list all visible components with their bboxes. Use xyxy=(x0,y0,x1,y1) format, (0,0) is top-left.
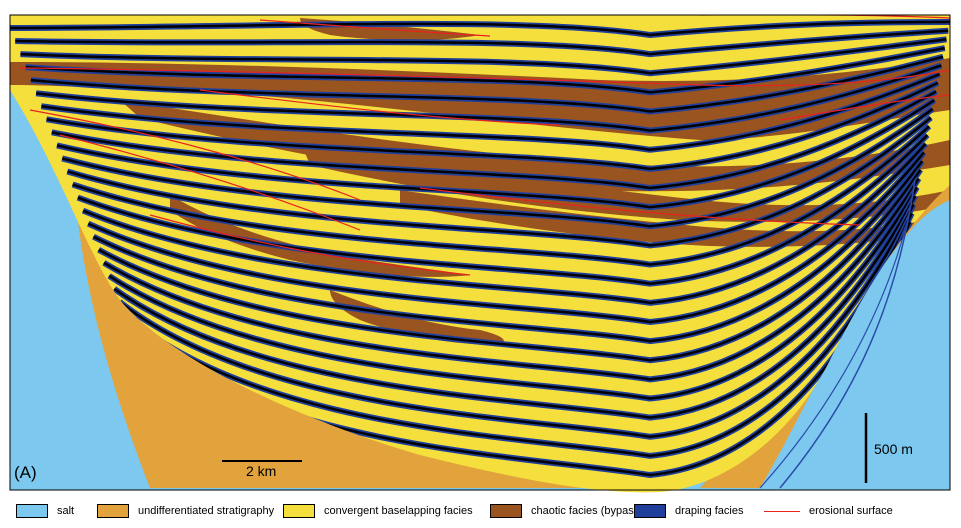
horizon-boundary-line xyxy=(46,81,939,171)
legend-swatch-convergent xyxy=(283,504,315,518)
legend-item-convergent: convergent baselapping facies xyxy=(283,502,473,520)
horizon-boundary-line xyxy=(35,64,942,132)
chaotic-facies-band xyxy=(330,290,504,345)
horizon-boundary-line xyxy=(72,125,930,266)
chaotic-facies-band xyxy=(400,190,950,247)
legend-item-chaotic: chaotic facies (bypass) xyxy=(490,502,643,520)
erosional-surfaces xyxy=(19,15,950,276)
horizon-boundary-line xyxy=(20,38,947,75)
horizon-boundary-line xyxy=(103,177,920,381)
fault-line xyxy=(759,229,906,489)
erosional-surface-line xyxy=(259,19,491,37)
horizon-boundary-line xyxy=(51,90,937,190)
erosional-surface-line xyxy=(59,134,361,231)
horizon-boundary-line xyxy=(108,186,919,400)
horizon-boundary-line xyxy=(118,204,915,438)
panel-label: (A) xyxy=(14,463,37,482)
horizon-boundary-line xyxy=(25,46,946,94)
legend-label: undifferentiated stratigraphy xyxy=(138,505,275,517)
erosional-surface-line xyxy=(199,89,561,126)
fault-line xyxy=(779,179,916,489)
erosional-surface-line xyxy=(29,109,361,201)
legend-label: chaotic facies (bypass) xyxy=(531,505,643,517)
horizon-boundary-line xyxy=(82,142,927,305)
legend-label: erosional surface xyxy=(809,505,893,517)
legend-item-salt: salt xyxy=(16,502,74,520)
legend-swatch-draping xyxy=(634,504,666,518)
legend-label: salt xyxy=(57,505,75,517)
horizon-boundary-line xyxy=(67,116,932,247)
erosional-surface-line xyxy=(19,67,950,87)
vertical-scale-label: 500 m xyxy=(874,441,913,457)
horizon-boundary-line xyxy=(123,212,913,458)
horizontal-scale-label: 2 km xyxy=(246,463,277,479)
erosional-surface-line xyxy=(149,214,471,276)
figure-frame xyxy=(9,14,951,491)
legend-item-draping: draping facies xyxy=(634,502,744,520)
legend-swatch-salt xyxy=(16,504,48,518)
horizon-boundary-line xyxy=(98,169,922,362)
horizon-boundary-line xyxy=(15,29,949,56)
horizon-boundary-line xyxy=(30,55,944,113)
legend-label: convergent baselapping facies xyxy=(324,505,473,517)
legend-label: draping facies xyxy=(675,505,744,517)
horizon-boundary-line xyxy=(61,107,934,228)
horizon-boundary-line xyxy=(77,134,929,285)
chaotic-facies-band xyxy=(120,100,950,192)
undifferentiated-stratigraphy xyxy=(10,90,640,488)
horizon-boundary-line xyxy=(56,99,936,209)
legend-swatch-undifferentiated xyxy=(97,504,129,518)
horizon-boundary-line xyxy=(92,160,924,343)
erosional-surface-line xyxy=(699,15,950,19)
legend-item-erosional: erosional surface xyxy=(764,502,893,520)
erosional-surface-line xyxy=(419,187,861,226)
legend-swatch-chaotic xyxy=(490,504,522,518)
legend: salt undifferentiated stratigraphy conve… xyxy=(0,500,961,524)
horizon-boundary-line xyxy=(87,151,925,324)
erosional-surface-line xyxy=(779,94,950,121)
legend-item-undifferentiated: undifferentiated stratigraphy xyxy=(97,502,274,520)
horizon-boundary-line xyxy=(41,73,941,152)
horizon-boundary-line xyxy=(113,195,917,419)
horizon-boundary-line xyxy=(10,20,950,37)
legend-line-erosional xyxy=(764,510,800,512)
